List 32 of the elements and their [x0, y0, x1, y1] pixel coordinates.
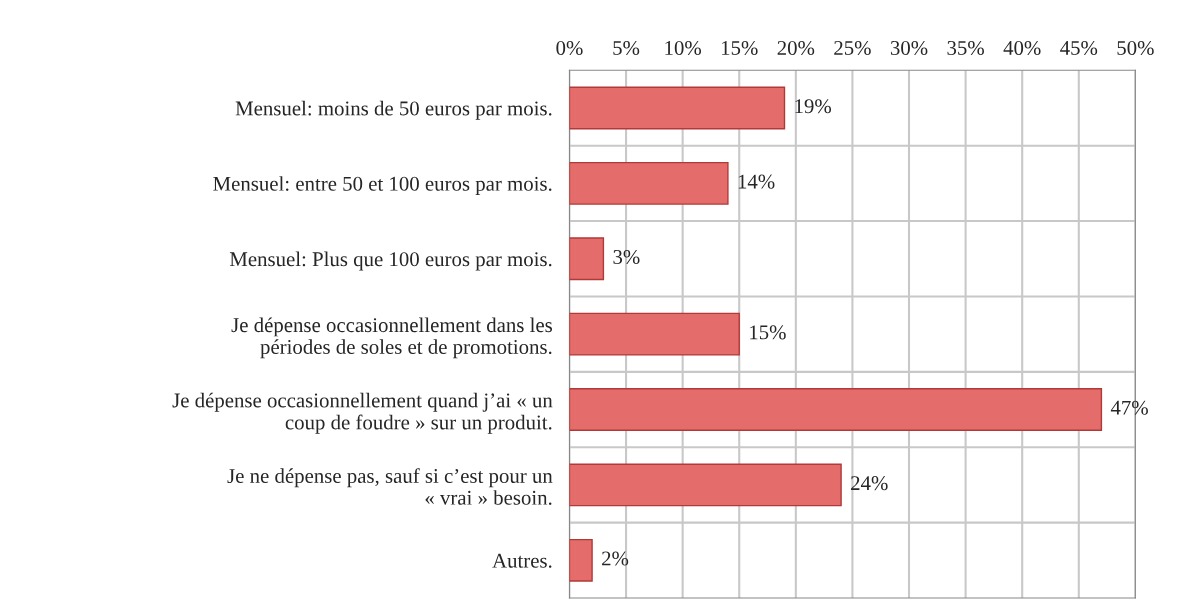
data-label: 3%	[613, 249, 640, 265]
data-label: 2%	[602, 551, 629, 566]
bar	[569, 388, 1103, 431]
y-tick-label: Je dépense occasionnellement quand j’ai « un coup de foudre » sur un produit.	[172, 392, 553, 434]
data-label: 24%	[851, 476, 888, 491]
data-label: 19%	[795, 99, 832, 114]
y-tick-label: Mensuel: moins de 50 euros par mois.	[235, 100, 552, 120]
x-tick-label: 20%	[777, 40, 815, 56]
bar	[569, 312, 740, 356]
x-tick-label: 5%	[613, 40, 640, 56]
x-tick-label: 35%	[947, 40, 984, 56]
data-label: 47%	[1110, 400, 1148, 415]
x-tick-label: 0%	[556, 40, 583, 56]
data-label: 15%	[750, 325, 786, 340]
data-label: 14%	[738, 174, 775, 189]
y-tick-label: Je dépense occasionnellement dans les périodes de soles et de promotions.	[231, 317, 553, 359]
bar	[569, 237, 605, 281]
x-tick-label: 10%	[665, 40, 702, 56]
x-tick-label: 30%	[890, 40, 928, 56]
x-tick-label: 15%	[721, 40, 758, 56]
bar	[569, 538, 593, 582]
y-tick-label: Mensuel: Plus que 100 euros par mois.	[229, 251, 552, 271]
x-tick-label: 45%	[1060, 40, 1098, 56]
y-tick-label: Autres.	[492, 553, 552, 568]
x-tick-label: 25%	[834, 40, 871, 56]
x-tick-label: 50%	[1117, 40, 1154, 56]
bar	[569, 463, 842, 507]
x-tick-label: 40%	[1003, 40, 1041, 56]
bar	[569, 86, 786, 130]
y-tick-label: Je ne dépense pas, sauf si c’est pour un « vrai » besoin.	[227, 468, 553, 505]
bar	[569, 161, 729, 205]
y-tick-label: Mensuel: entre 50 et 100 euros par mois.	[213, 176, 552, 196]
